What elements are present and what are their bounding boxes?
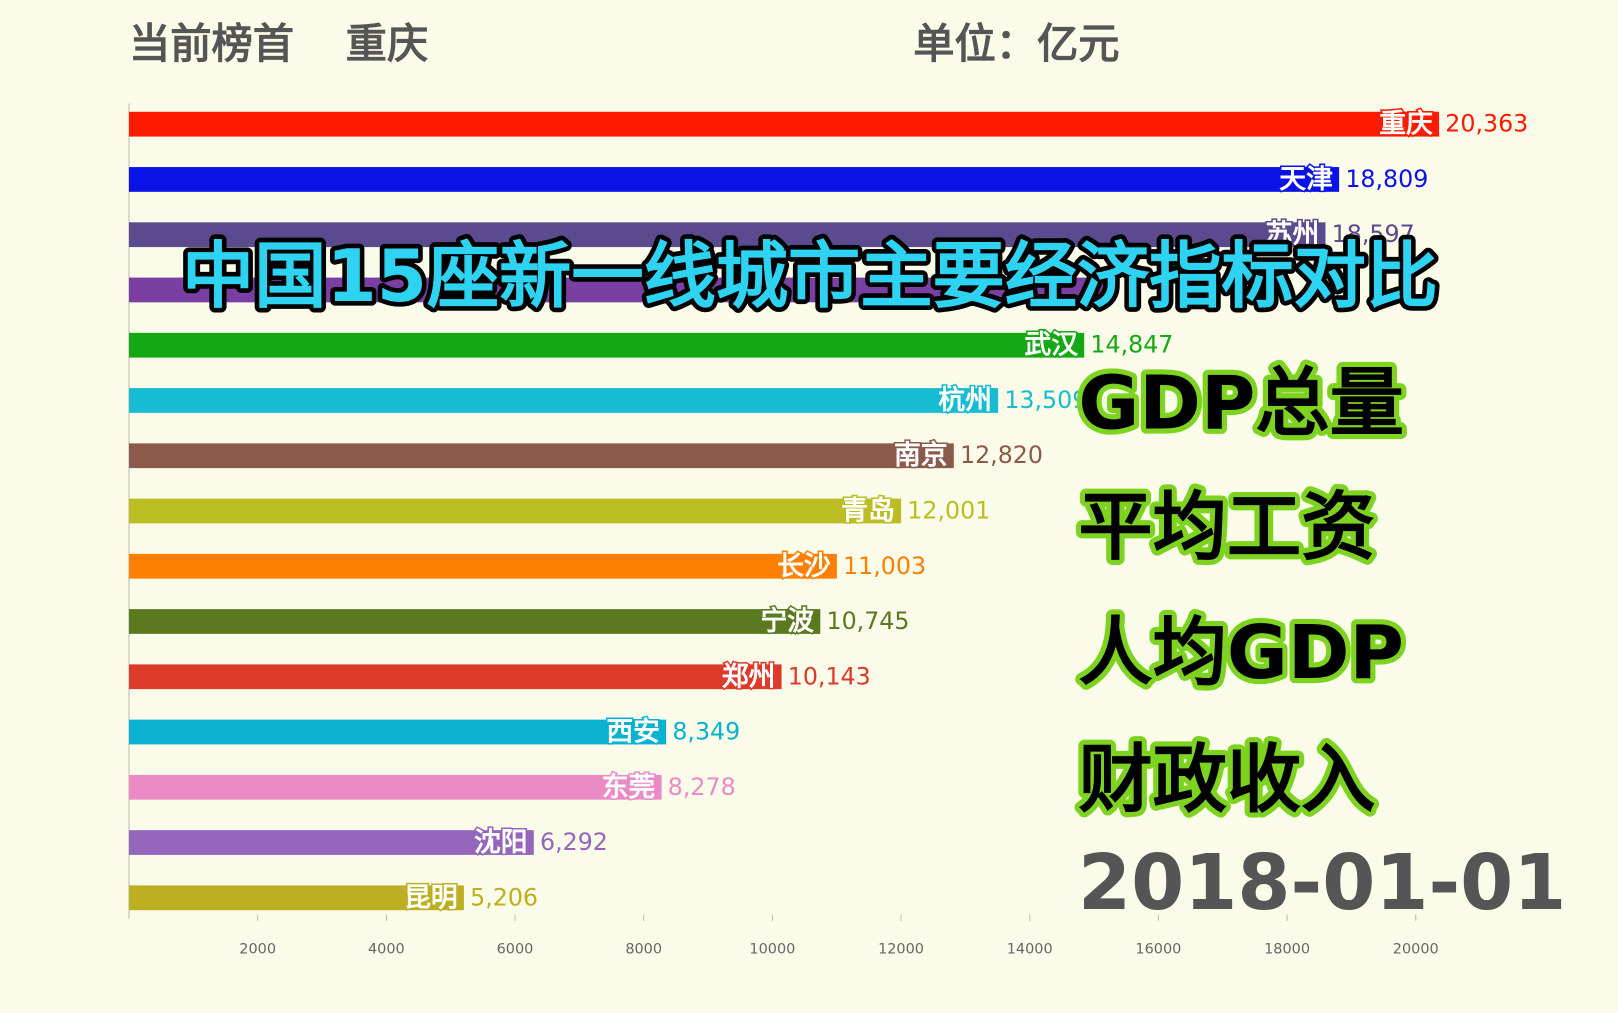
- overlay-item: GDP总量: [1078, 359, 1404, 446]
- value-label: 12,001: [907, 497, 990, 525]
- bar: [128, 719, 667, 745]
- x-tick-label: 16000: [1135, 942, 1181, 958]
- bar: [128, 830, 534, 855]
- x-tick-label: 12000: [878, 942, 924, 958]
- bar: [128, 885, 464, 911]
- bar: [128, 498, 902, 524]
- value-label: 14,847: [1090, 331, 1173, 359]
- bar-name: 东莞: [602, 771, 656, 803]
- bar: [128, 388, 999, 413]
- bar: [128, 111, 1440, 137]
- bar-name: 西安: [606, 717, 660, 748]
- value-label: 20,363: [1445, 110, 1528, 138]
- value-label: 8,278: [668, 773, 736, 801]
- bar-name: 苏州: [1266, 219, 1320, 250]
- bar-name: 昆明: [404, 882, 458, 913]
- bar-name: 重庆: [1379, 108, 1433, 140]
- x-tick-label: 6000: [497, 942, 534, 958]
- plot-area: 2000 4000 6000 8000 10000 12000 14000 16000 1800…: [128, 103, 1528, 958]
- bar-name: 杭州: [938, 384, 992, 416]
- bar: [128, 774, 662, 800]
- overlay-title: 中国15座新一线城市主要经济指标对比: [182, 235, 1438, 319]
- bar-name: 宁波: [760, 605, 814, 637]
- x-tick-label: 10000: [749, 942, 795, 958]
- leader: 重庆: [346, 20, 429, 68]
- overlay-item: 人均GDP: [1078, 609, 1404, 696]
- value-label: 5,206: [470, 883, 538, 911]
- bar-name: 沈阳: [474, 827, 528, 858]
- x-tick-label: 14000: [1007, 942, 1053, 958]
- overlay-item: 平均工资: [1078, 483, 1375, 570]
- value-label: 10,745: [826, 607, 909, 635]
- bar: [128, 167, 1340, 192]
- x-tick-label: 4000: [368, 942, 405, 958]
- bar-name: 青岛: [841, 495, 895, 527]
- value-label: 11,003: [843, 552, 926, 580]
- bar: [128, 332, 1085, 358]
- value-label: 12,820: [960, 441, 1043, 469]
- value-label: 18,809: [1345, 165, 1428, 193]
- x-tick-label: 20000: [1393, 942, 1439, 958]
- value-label: 18,597: [1332, 220, 1415, 248]
- bar-name: 郑州: [722, 661, 776, 692]
- bar-name: 武汉: [1024, 330, 1078, 361]
- bar: [128, 553, 837, 579]
- bar: [128, 277, 1114, 303]
- x-tick-label: 18000: [1264, 942, 1310, 958]
- value-label: 6,292: [540, 828, 608, 856]
- overlay-item: 财政收入: [1078, 736, 1375, 823]
- date: 2018-01-01: [1078, 839, 1566, 928]
- leader-label: 当前榜首: [129, 20, 294, 68]
- value-label: 8,349: [672, 718, 740, 746]
- bar-name: 南京: [894, 439, 948, 471]
- value-label: 10,143: [788, 662, 871, 690]
- bar: [128, 664, 782, 690]
- bar-name: 长沙: [777, 551, 831, 582]
- value-label: 13,509: [1004, 386, 1087, 414]
- bar: [128, 609, 821, 634]
- unit: 单位：亿元: [913, 20, 1119, 68]
- bar: [128, 443, 954, 469]
- x-tick-label: 2000: [239, 942, 276, 958]
- bar: [128, 222, 1326, 248]
- bar-name: 天津: [1279, 164, 1333, 195]
- x-tick-label: 8000: [625, 942, 662, 958]
